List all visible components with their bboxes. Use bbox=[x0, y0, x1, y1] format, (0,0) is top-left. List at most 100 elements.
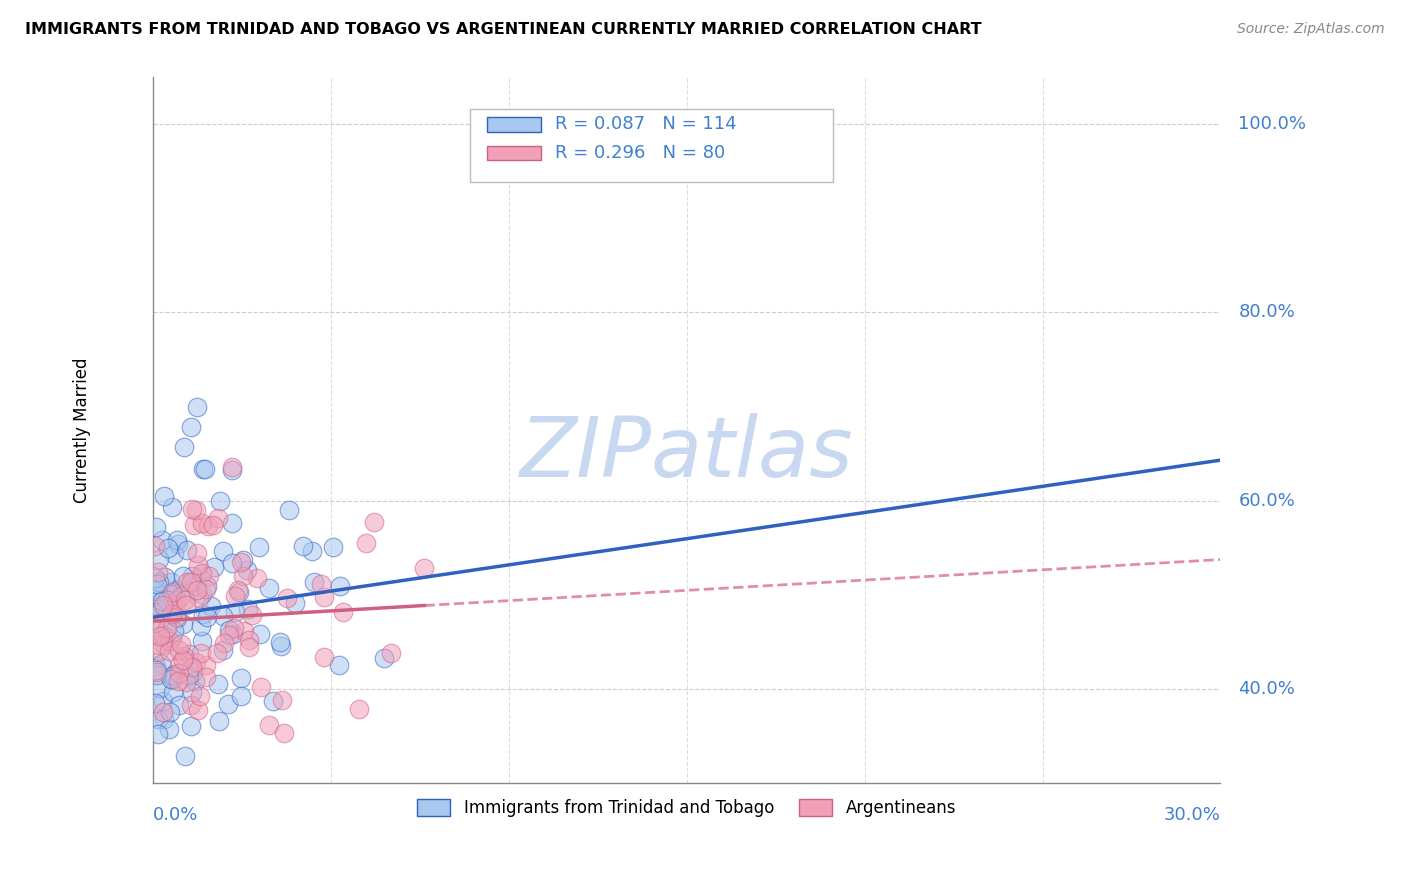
Point bbox=[153, 592, 176, 607]
Point bbox=[211, 544, 233, 558]
Point bbox=[143, 571, 166, 585]
Point bbox=[176, 574, 198, 589]
Point bbox=[207, 677, 229, 691]
Point bbox=[205, 646, 228, 660]
Point bbox=[221, 463, 243, 477]
Point bbox=[229, 671, 252, 685]
Point bbox=[163, 547, 186, 561]
Text: 80.0%: 80.0% bbox=[1239, 303, 1295, 321]
Point bbox=[159, 705, 181, 719]
Point bbox=[302, 575, 325, 590]
Point bbox=[184, 673, 207, 688]
Point bbox=[207, 510, 229, 524]
Point bbox=[222, 621, 245, 635]
Point bbox=[172, 617, 194, 632]
Point bbox=[221, 516, 243, 530]
Point bbox=[155, 624, 177, 638]
Point bbox=[159, 587, 181, 601]
Point bbox=[191, 607, 214, 621]
Point bbox=[190, 646, 212, 660]
Point bbox=[153, 601, 176, 615]
Point bbox=[174, 592, 197, 607]
FancyBboxPatch shape bbox=[488, 118, 541, 131]
Point bbox=[328, 657, 350, 672]
Point bbox=[152, 628, 174, 642]
Point bbox=[312, 590, 335, 604]
Point bbox=[152, 638, 174, 652]
Point bbox=[276, 591, 298, 605]
Point bbox=[218, 624, 240, 638]
Point bbox=[145, 665, 167, 679]
Point bbox=[278, 502, 301, 516]
Point bbox=[167, 673, 190, 688]
Point bbox=[160, 575, 183, 590]
Point bbox=[157, 644, 180, 658]
Point bbox=[183, 579, 205, 593]
Point bbox=[194, 670, 217, 684]
Point bbox=[240, 607, 263, 622]
Point bbox=[166, 592, 188, 607]
Point bbox=[373, 651, 395, 665]
Point bbox=[163, 666, 186, 681]
Point bbox=[148, 712, 170, 726]
Point bbox=[184, 655, 207, 669]
Point bbox=[166, 611, 188, 625]
Point bbox=[247, 541, 270, 555]
Text: R = 0.087   N = 114: R = 0.087 N = 114 bbox=[555, 115, 737, 134]
Point bbox=[174, 675, 197, 690]
Point bbox=[257, 717, 280, 731]
Point bbox=[184, 503, 207, 517]
Point bbox=[146, 727, 169, 741]
Point bbox=[162, 632, 184, 646]
Point bbox=[229, 555, 252, 569]
Point bbox=[181, 685, 204, 699]
Text: 30.0%: 30.0% bbox=[1164, 806, 1220, 824]
Point bbox=[181, 501, 204, 516]
Point bbox=[149, 605, 172, 619]
Point bbox=[226, 583, 249, 598]
Point bbox=[204, 559, 226, 574]
Point bbox=[183, 517, 205, 532]
Point bbox=[167, 698, 190, 713]
Point bbox=[194, 461, 217, 475]
Point bbox=[211, 609, 233, 624]
Point bbox=[301, 543, 323, 558]
Point bbox=[238, 640, 260, 654]
Point bbox=[167, 536, 190, 550]
FancyBboxPatch shape bbox=[470, 110, 832, 182]
Point bbox=[187, 558, 209, 573]
Point bbox=[270, 639, 292, 653]
Point bbox=[207, 714, 229, 728]
Point bbox=[167, 643, 190, 657]
Point bbox=[148, 644, 170, 658]
Point bbox=[191, 566, 214, 581]
Point bbox=[181, 665, 204, 679]
Point bbox=[193, 462, 215, 476]
Point bbox=[349, 702, 371, 716]
Point bbox=[173, 648, 195, 663]
Point bbox=[152, 705, 174, 719]
Point bbox=[224, 589, 246, 603]
Point bbox=[143, 696, 166, 710]
Point bbox=[329, 579, 352, 593]
Point bbox=[143, 540, 166, 554]
Point bbox=[165, 599, 187, 613]
Point bbox=[143, 599, 166, 613]
Point bbox=[148, 575, 170, 590]
Text: IMMIGRANTS FROM TRINIDAD AND TOBAGO VS ARGENTINEAN CURRENTLY MARRIED CORRELATION: IMMIGRANTS FROM TRINIDAD AND TOBAGO VS A… bbox=[25, 22, 981, 37]
Point bbox=[165, 583, 187, 598]
Text: 40.0%: 40.0% bbox=[1239, 680, 1295, 698]
Point bbox=[190, 619, 212, 633]
Point bbox=[162, 500, 184, 514]
Point bbox=[221, 556, 243, 570]
Point bbox=[181, 659, 204, 673]
Point bbox=[180, 575, 202, 590]
Point bbox=[194, 582, 217, 596]
Point bbox=[322, 540, 344, 554]
Point bbox=[271, 692, 294, 706]
Point bbox=[259, 581, 281, 595]
Point bbox=[238, 633, 260, 648]
Point bbox=[174, 599, 197, 613]
Point bbox=[152, 694, 174, 708]
Point bbox=[150, 533, 173, 548]
